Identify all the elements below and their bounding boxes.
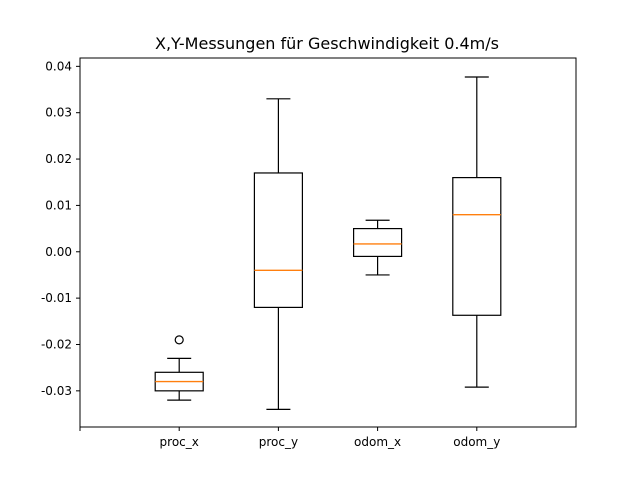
axes-frame bbox=[79, 57, 577, 428]
outlier-point bbox=[174, 335, 184, 345]
x-tick-label: odom_y bbox=[453, 435, 500, 449]
x-tick-label: proc_x bbox=[160, 435, 199, 449]
x-tick-label: proc_y bbox=[259, 435, 298, 449]
y-tick-label: 0.03 bbox=[45, 106, 72, 120]
y-tick-label: 0.04 bbox=[45, 59, 72, 73]
box-iqr bbox=[452, 177, 502, 316]
y-tick-label: 0.01 bbox=[45, 198, 72, 212]
chart-title: X,Y-Messungen für Geschwindigkeit 0.4m/s bbox=[155, 34, 499, 53]
box-iqr bbox=[353, 227, 403, 258]
y-tick-label: 0.02 bbox=[45, 152, 72, 166]
box-iqr bbox=[253, 172, 303, 308]
y-tick-label: -0.01 bbox=[41, 291, 72, 305]
plot-layer: -0.03 -0.02 -0.01 0.00 0.01 0.02 0.03 0.04 proc_… bbox=[41, 57, 577, 449]
y-tick-label: -0.02 bbox=[41, 337, 72, 351]
x-tick-label: odom_x bbox=[354, 435, 401, 449]
y-tick-label: 0.00 bbox=[45, 245, 72, 259]
y-tick-label: -0.03 bbox=[41, 384, 72, 398]
